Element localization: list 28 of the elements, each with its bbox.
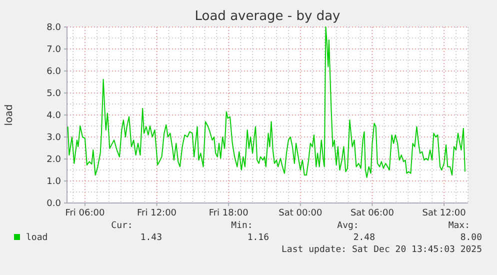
x-tick-label: Fri 12:00	[137, 208, 177, 218]
x-tick-label: Sat 12:00	[422, 208, 466, 218]
text: 8.00	[460, 233, 482, 243]
x-tick-label: Fri 18:00	[208, 208, 249, 218]
x-tick-label: Sat 06:00	[350, 208, 394, 218]
y-tick-label: 0.0	[46, 198, 62, 209]
y-axis-title: load	[4, 104, 15, 126]
legend-label: load	[26, 233, 48, 243]
text: 2.48	[353, 233, 375, 243]
y-tick-label: 3.0	[46, 132, 62, 143]
x-tick-label: Fri 06:00	[65, 208, 105, 218]
text: Cur:	[111, 221, 133, 231]
text: 1.43	[140, 233, 162, 243]
y-tick-label: 7.0	[46, 44, 62, 55]
text: Min:	[231, 221, 253, 231]
y-tick-label: 8.0	[46, 22, 62, 33]
text: 1.16	[247, 233, 269, 243]
y-tick-label: 5.0	[46, 88, 62, 99]
chart-title: Load average - by day	[194, 9, 341, 24]
x-tick-label: Sat 00:00	[278, 208, 322, 218]
text: Last update: Sat Dec 20 13:45:03 2025	[282, 245, 482, 255]
y-tick-label: 1.0	[46, 176, 62, 187]
y-tick-label: 4.0	[46, 110, 62, 121]
y-tick-label: 2.0	[46, 154, 62, 165]
y-tick-label: 6.0	[46, 66, 62, 77]
text: Max:	[448, 221, 470, 231]
text: Avg:	[337, 221, 359, 231]
line-series	[67, 26, 466, 178]
